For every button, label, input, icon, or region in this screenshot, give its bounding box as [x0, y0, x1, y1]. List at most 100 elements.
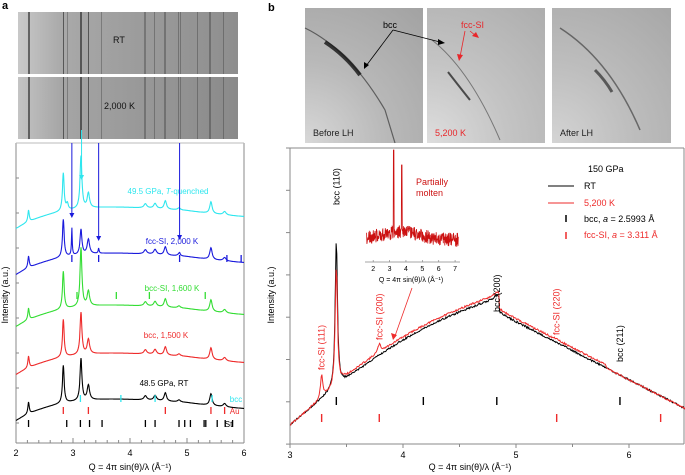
inset-x-tick-label: 2 — [371, 266, 375, 273]
reflection-label-au: Au — [230, 407, 240, 416]
detector-label-2000k: 2,000 K — [104, 101, 136, 111]
diffraction-line — [196, 77, 199, 139]
peak-label: bcc (110) — [331, 168, 341, 205]
legend-label-bcc: bcc, a = 2.5993 Å — [584, 214, 654, 224]
peak-label: fcc-SI (200) — [374, 293, 384, 340]
panel-a-letter: a — [2, 0, 9, 12]
diffraction-line — [62, 77, 65, 139]
series-label: bcc-SI, 1,600 K — [145, 284, 200, 293]
diffraction-line — [28, 77, 30, 139]
diffraction-lines — [18, 77, 238, 139]
diffraction-line — [100, 12, 103, 74]
panel-b-xlabel: Q = 4π sin(θ)/λ (Å⁻¹) — [429, 462, 512, 472]
series-label: bcc, 1,500 K — [144, 331, 189, 340]
diffraction-arc — [447, 71, 471, 101]
diffraction-line — [164, 12, 166, 74]
x-tick-label: 3 — [287, 450, 292, 460]
series-label: 48.5 GPa, RT — [140, 379, 189, 388]
annotation-arrow-line — [394, 287, 413, 337]
fcc-arrow-head-1 — [457, 54, 463, 61]
diffraction-line — [66, 12, 69, 74]
series-line-bcc-1-500-k — [15, 312, 244, 375]
panel-a-axes: 2 3 4 5 6 — [13, 142, 247, 458]
annotation-partially: Partially — [416, 177, 449, 187]
reflection-label-bcc: bcc — [230, 395, 242, 404]
annotation-molten: molten — [416, 188, 443, 198]
series-label: fcc-SI, 2,000 K — [146, 237, 199, 246]
detector-image-before-lh: Before LH — [305, 8, 423, 143]
series-label: 49.5 GPa, T-quenched — [128, 187, 209, 196]
diffraction-line — [179, 12, 182, 74]
series-line-rt — [289, 243, 685, 426]
diffraction-line — [179, 77, 182, 139]
inset-x-tick-label: 5 — [420, 266, 424, 273]
series-line-bcc-si-1-600-k — [15, 247, 244, 327]
arrow-head — [69, 213, 75, 218]
arrow-head — [96, 236, 102, 241]
peak-label: bcc (211) — [615, 325, 625, 362]
detector-label-rt: RT — [113, 35, 125, 45]
series-line-48-5-gpa-rt — [15, 358, 244, 421]
inset-series-line — [366, 149, 459, 247]
diffraction-line — [153, 77, 156, 139]
x-tick-label: 5 — [184, 448, 189, 458]
x-tick-label: 3 — [70, 448, 75, 458]
detector-label-after-lh: After LH — [560, 128, 594, 138]
diffraction-line — [87, 77, 90, 139]
x-tick-label: 4 — [127, 448, 132, 458]
peak-label: fcc-SI (220) — [552, 288, 562, 335]
diffraction-line — [222, 12, 225, 74]
diffraction-line — [87, 12, 90, 74]
bcc-arrow-line-2 — [392, 29, 441, 43]
image-annotation-arrows — [304, 27, 641, 144]
detector-image-2000k: 2,000 K — [18, 77, 238, 139]
detector-image-after-lh: After LH — [552, 8, 671, 143]
diffraction-line — [100, 77, 103, 139]
detector-label-5200k: 5,200 K — [435, 128, 467, 138]
x-tick-label: 2 — [13, 448, 18, 458]
diffraction-arc — [323, 40, 362, 77]
panel-b-axes: 3 4 5 6 — [286, 147, 685, 460]
series-line-49-5-gpa-t-quenched — [15, 155, 244, 229]
panel-b-ylabel: Intensity (a.u.) — [266, 266, 276, 323]
series-line-fcc-si-2-000-k — [15, 219, 244, 275]
series-line-5200k — [289, 269, 685, 426]
x-tick-label: 5 — [513, 450, 518, 460]
arrow-head — [79, 175, 85, 180]
fcc-arrow-line-1 — [459, 30, 466, 58]
bcc-arrow-line-1 — [365, 29, 394, 67]
panel-a-ylabel: Intensity (a.u.) — [0, 266, 10, 323]
panel-a-xlabel: Q = 4π sin(θ)/λ (Å⁻¹) — [89, 462, 172, 472]
legend-header: 150 GPa — [588, 164, 624, 174]
image-annotation-fcc-si: fcc-SI — [461, 20, 484, 30]
panel-a-plot: 49.5 GPa, T-quenched fcc-SI, 2,000 K bcc-S… — [15, 130, 244, 429]
panel-b-plot: bcc (110) fcc-SI (111) fcc-SI (200) bcc (20… — [289, 149, 685, 426]
bcc-arrow-head-2 — [438, 39, 445, 45]
diffraction-line — [144, 77, 146, 139]
legend-label-fcc: fcc-SI, a = 3.311 Å — [584, 230, 658, 240]
x-tick-label: 6 — [626, 450, 631, 460]
reflection-label-st: St — [225, 420, 233, 429]
diffraction-line — [28, 12, 30, 74]
inset-xlabel: Q = 4π sin(θ)/λ (Å⁻¹) — [379, 275, 443, 284]
diffraction-arc — [559, 27, 641, 131]
peak-label: fcc-SI (111) — [317, 325, 327, 370]
diffraction-line — [222, 77, 225, 139]
diffraction-line — [209, 12, 211, 74]
image-annotation-bcc: bcc — [383, 20, 398, 30]
peak-label: bcc (200) — [492, 274, 502, 312]
legend-label-rt: RT — [584, 181, 596, 191]
diffraction-line — [144, 12, 146, 74]
diffraction-arc — [431, 39, 501, 141]
diffraction-line — [62, 12, 65, 74]
inset-x-tick-label: 6 — [437, 266, 441, 273]
diffraction-line — [66, 77, 69, 139]
diffraction-line — [196, 12, 199, 74]
bcc-arrow-head-1 — [364, 62, 369, 69]
fcc-arrow-head-2 — [472, 32, 479, 38]
legend-label-5200k: 5,200 K — [584, 198, 615, 208]
diffraction-line — [80, 77, 82, 139]
diffraction-arc — [593, 68, 614, 93]
diffraction-lines — [18, 12, 238, 74]
annotation-arrow-head — [391, 333, 397, 340]
